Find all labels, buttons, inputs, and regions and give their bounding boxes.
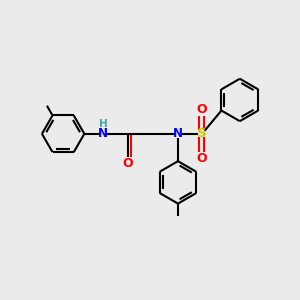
Text: N: N: [98, 127, 108, 140]
Text: N: N: [173, 127, 183, 140]
Text: O: O: [196, 103, 207, 116]
Text: O: O: [123, 157, 133, 170]
Text: O: O: [196, 152, 207, 165]
Text: H: H: [98, 119, 107, 129]
Text: S: S: [197, 127, 206, 140]
